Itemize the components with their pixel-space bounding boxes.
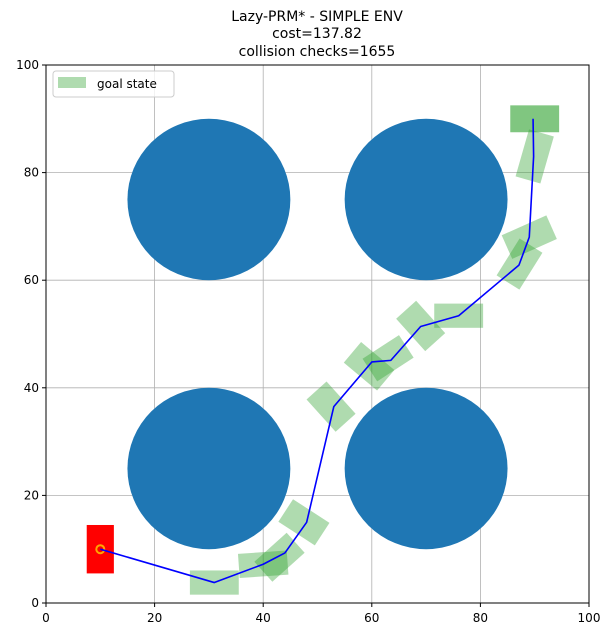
- path-line: [100, 118, 535, 584]
- x-tick-label: 60: [364, 611, 379, 625]
- x-tick-label: 20: [147, 611, 162, 625]
- title-line-2: cost=137.82: [272, 26, 362, 42]
- robot-state: [278, 499, 330, 546]
- obstacle-circle: [127, 118, 291, 281]
- x-tick-label: 0: [42, 611, 50, 625]
- axes-frame: [45, 64, 590, 604]
- y-tick-label: 40: [24, 381, 39, 395]
- y-tick-label: 20: [24, 488, 39, 502]
- y-tick-label: 100: [16, 58, 39, 72]
- y-tick-label: 80: [24, 166, 39, 180]
- path: [100, 118, 535, 584]
- plot-area: 0 20 40 60 80 100 0 20 40 60 80 100: [16, 58, 600, 625]
- robot-state: [306, 381, 356, 432]
- goal-region: [510, 105, 560, 133]
- obstacle-circle: [344, 118, 508, 281]
- y-tick-label: 60: [24, 273, 39, 287]
- start-state: [86, 524, 114, 574]
- title-line-3: collision checks=1655: [239, 44, 396, 60]
- obstacle-circle: [344, 387, 508, 550]
- legend-label-goal-state: goal state: [97, 77, 157, 91]
- x-tick-label: 100: [578, 611, 601, 625]
- obstacle-circle: [127, 387, 291, 550]
- robot-state: [254, 532, 305, 582]
- robot-state: [362, 335, 414, 382]
- goal-state: [510, 105, 560, 133]
- start-marker: [95, 544, 106, 555]
- legend-box: [52, 70, 175, 98]
- robot-state: [515, 129, 554, 184]
- x-tick-label: 40: [256, 611, 271, 625]
- start-region: [86, 524, 114, 574]
- axis-ticks: 0 20 40 60 80 100 0 20 40 60 80 100: [16, 58, 600, 625]
- y-tick-label: 0: [31, 596, 39, 610]
- legend: goal state: [52, 70, 175, 98]
- chart-title: Lazy-PRM* - SIMPLE ENV cost=137.82 colli…: [231, 9, 403, 60]
- legend-swatch-goal-state: [58, 77, 86, 88]
- x-tick-label: 80: [473, 611, 488, 625]
- obstacles: [127, 118, 508, 550]
- title-line-1: Lazy-PRM* - SIMPLE ENV: [231, 9, 403, 25]
